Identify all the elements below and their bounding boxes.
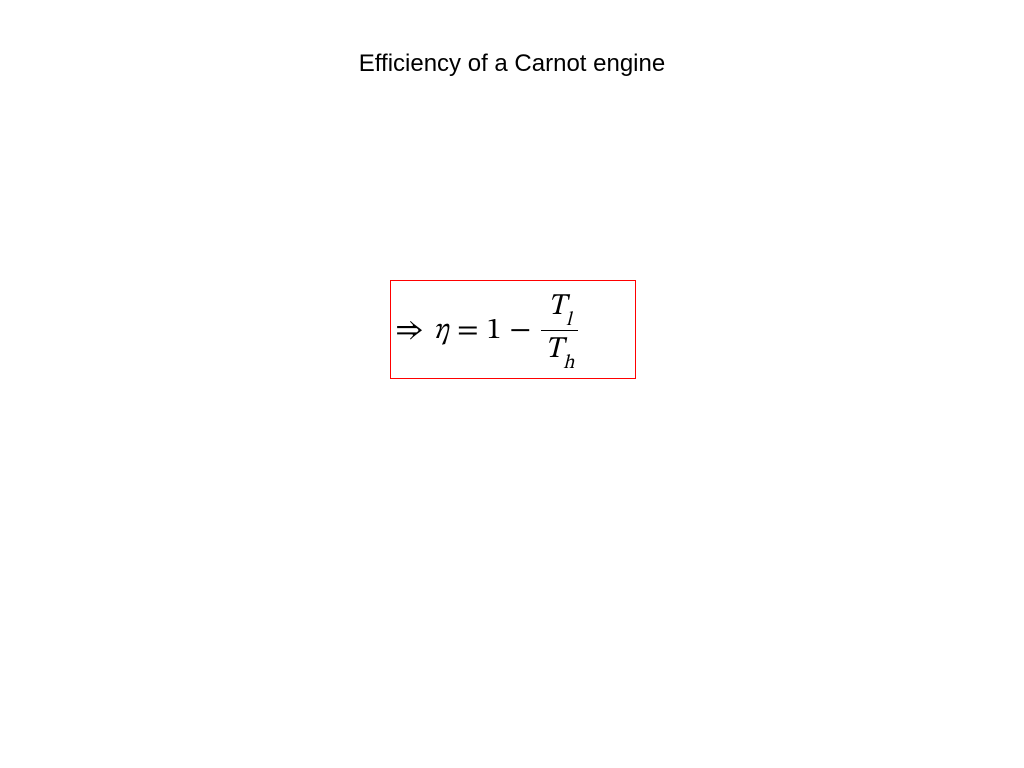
numerator-base: T bbox=[548, 292, 566, 322]
fraction-numerator: Tl bbox=[544, 290, 576, 329]
carnot-efficiency-formula: ⇒ η = 1 − Tl Th bbox=[391, 281, 637, 380]
denominator-base: T bbox=[545, 335, 563, 365]
eta-symbol: η bbox=[434, 312, 449, 350]
implies-arrow: ⇒ bbox=[397, 312, 424, 350]
numerator-subscript: l bbox=[566, 310, 572, 330]
fraction-denominator: Th bbox=[541, 333, 578, 372]
slide-page: Efficiency of a Carnot engine ⇒ η = 1 − … bbox=[0, 0, 1024, 768]
equals-sign: = bbox=[457, 312, 479, 350]
constant-one: 1 bbox=[487, 312, 502, 350]
fraction: Tl Th bbox=[541, 290, 578, 372]
fraction-bar bbox=[541, 330, 578, 331]
page-title: Efficiency of a Carnot engine bbox=[0, 50, 1024, 78]
formula-box: ⇒ η = 1 − Tl Th bbox=[390, 280, 636, 379]
denominator-subscript: h bbox=[563, 353, 574, 373]
minus-sign: − bbox=[509, 312, 531, 350]
